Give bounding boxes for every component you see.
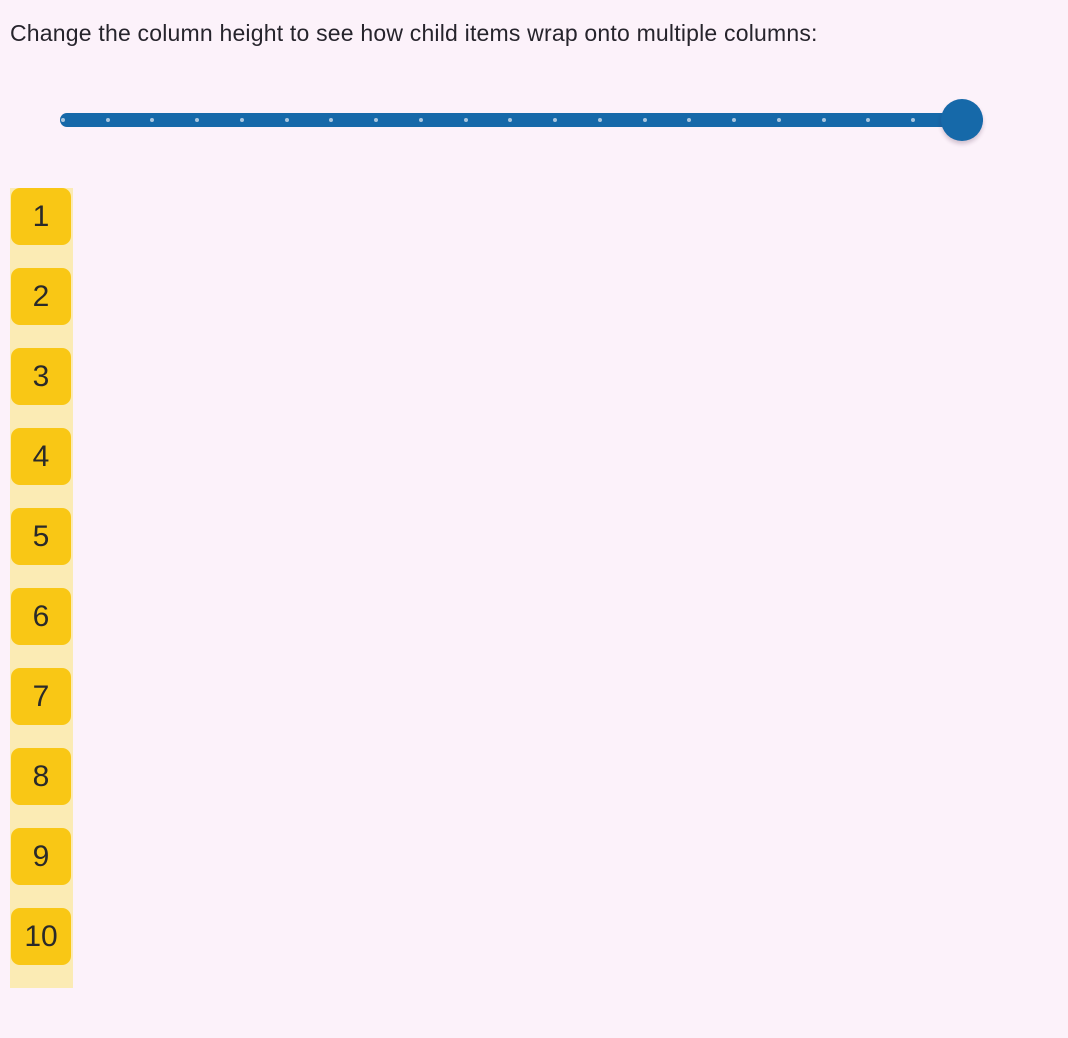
slider-tick: [418, 118, 423, 122]
slider-tick: [105, 118, 110, 122]
slider-tick: [687, 118, 692, 122]
grid-item: 4: [11, 428, 71, 485]
slider-tick: [911, 118, 916, 122]
grid-item: 3: [11, 348, 71, 405]
grid-item: 7: [11, 668, 71, 725]
grid-item: 1: [11, 188, 71, 245]
grid-item: 5: [11, 508, 71, 565]
slider-thumb[interactable]: [941, 99, 983, 141]
slider-tick: [732, 118, 737, 122]
slider-tick: [866, 118, 871, 122]
grid-item: 8: [11, 748, 71, 805]
slider-tick: [61, 118, 65, 122]
slider-track[interactable]: [60, 113, 983, 127]
slider-tick: [374, 118, 379, 122]
grid-item: 6: [11, 588, 71, 645]
slider-tick: [239, 118, 244, 122]
slider-tick: [776, 118, 781, 122]
grid-item: 2: [11, 268, 71, 325]
slider-tick: [195, 118, 200, 122]
slider-tick: [821, 118, 826, 122]
slider-tick: [329, 118, 334, 122]
slider-tick: [553, 118, 558, 122]
grid-item: 10: [11, 908, 71, 965]
items-panel: 1 2 3 4 5 6 7 8 9 10: [10, 188, 73, 988]
slider-tick: [463, 118, 468, 122]
slider-tick: [150, 118, 155, 122]
slider-tick: [284, 118, 289, 122]
slider-tick: [642, 118, 647, 122]
page-title: Change the column height to see how chil…: [10, 20, 818, 46]
grid-item: 9: [11, 828, 71, 885]
slider-tick: [597, 118, 602, 122]
column-height-slider[interactable]: [60, 99, 983, 141]
slider-tick: [508, 118, 513, 122]
